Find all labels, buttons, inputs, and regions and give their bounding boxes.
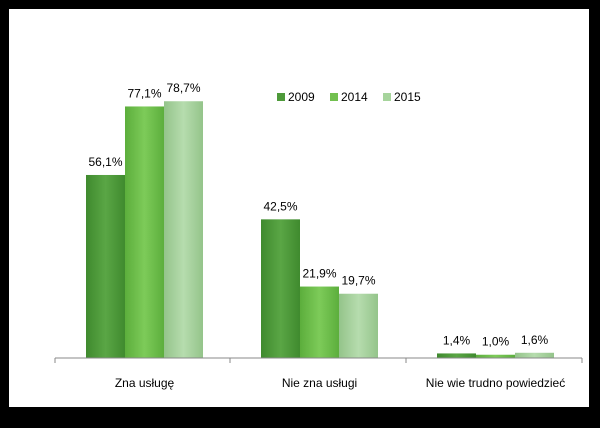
- legend-swatch-2009: [277, 93, 285, 101]
- data-label-2014-0: 77,1%: [127, 86, 161, 100]
- bar-2015-1: [339, 293, 378, 358]
- bar-2009-2: [437, 353, 476, 358]
- legend-label-2014: 2014: [341, 90, 368, 104]
- bars-layer: [86, 101, 554, 359]
- legend-label-2009: 2009: [288, 90, 315, 104]
- legend: 2009 2014 2015: [277, 90, 421, 104]
- bar-2014-2: [476, 354, 515, 358]
- data-label-2015-0: 78,7%: [166, 81, 200, 95]
- category-label-2: Nie wie trudno powiedzieć: [426, 376, 565, 390]
- legend-label-2015: 2015: [394, 90, 421, 104]
- x-axis-ticks: [54, 358, 583, 363]
- data-label-2009-1: 42,5%: [263, 199, 297, 213]
- legend-swatch-2015: [383, 93, 391, 101]
- data-labels-layer: 56,1% 77,1% 78,7% 42,5% 21,9% 19,7% 1,4% 1,0% 1,…: [88, 81, 548, 348]
- bar-2014-1: [300, 286, 339, 358]
- chart-frame: 56,1% 77,1% 78,7% 42,5% 21,9% 19,7% 1,4% 1,0% 1,…: [9, 9, 589, 407]
- data-label-2009-2: 1,4%: [443, 333, 471, 347]
- category-label-0: Zna usługę: [115, 376, 175, 390]
- bar-2015-2: [515, 352, 554, 358]
- data-label-2014-1: 21,9%: [302, 267, 336, 281]
- legend-swatch-2014: [330, 93, 338, 101]
- bar-2015-0: [164, 101, 203, 359]
- category-label-1: Nie zna usługi: [282, 376, 357, 390]
- data-label-2015-2: 1,6%: [521, 333, 549, 347]
- data-label-2009-0: 56,1%: [88, 155, 122, 169]
- bar-2009-1: [261, 219, 300, 358]
- bar-2009-0: [86, 174, 125, 358]
- bar-chart: 56,1% 77,1% 78,7% 42,5% 21,9% 19,7% 1,4% 1,0% 1,…: [54, 81, 583, 390]
- bar-2014-0: [125, 106, 164, 359]
- category-labels: Zna usługę Nie zna usługi Nie wie trudno p…: [115, 376, 565, 390]
- data-label-2014-2: 1,0%: [482, 335, 510, 349]
- data-label-2015-1: 19,7%: [341, 274, 375, 288]
